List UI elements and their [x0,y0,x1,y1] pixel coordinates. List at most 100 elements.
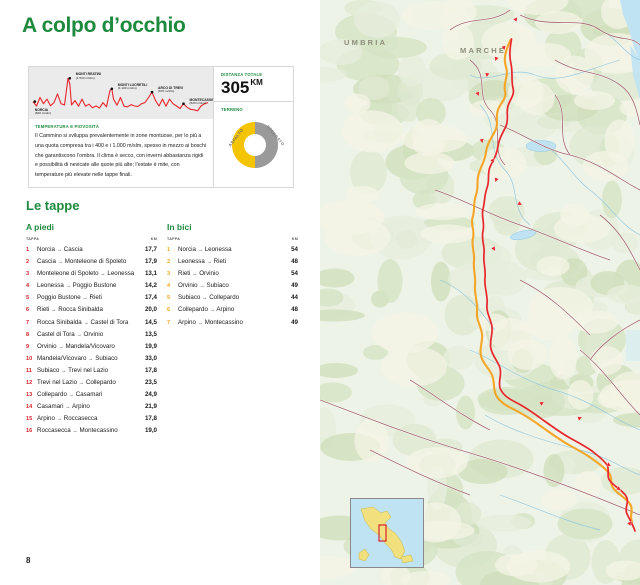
stage-route: Rocca Sinibalda → Castel di Tora [37,318,129,326]
stage-number: 9 [26,343,30,350]
stage-route: Collepardo → Arpino [178,306,235,314]
stage-row[interactable]: 16 Roccasecca → Montecassino 19,0 [26,425,157,437]
elevation-profile-chart: NORCIA (600 m/slm) MONTI REATINI (1.510 m/… [29,67,213,119]
stage-row[interactable]: 3 Rieti → Orvinio 54 [167,268,298,280]
stage-route: Leonessa → Rieti [178,258,227,266]
stage-route: Poggio Bustone → Rieti [37,294,102,302]
stage-km: 19,0 [144,427,157,435]
stage-row[interactable]: 8 Castel di Tora → Orvinio 13,5 [26,329,157,341]
stage-number: 6 [26,307,30,314]
stage-number: 14 [26,404,33,411]
stage-number: 7 [26,319,30,326]
stage-number: 11 [26,367,32,374]
arrow-icon: → [78,380,85,387]
temperature-section: TEMPERATURA E PIOVOSITÀ Il Cammino si sv… [29,119,213,187]
stage-row[interactable]: 2 Cascia → Monteleone di Spoleto 17,9 [26,256,157,268]
arrow-icon: → [57,259,64,266]
stage-column-in-bici: In bici TAPPA KM 1 Norcia → Leonessa 54 2 Leone… [167,222,298,438]
temperature-body: Il Cammino si sviluppa prevalentemente i… [35,133,207,179]
overview-card-left: NORCIA (600 m/slm) MONTI REATINI (1.510 m/… [29,67,214,187]
arrow-icon: → [72,428,78,435]
stage-row[interactable]: 14 Casamari → Arpino 21,9 [26,401,157,413]
stage-km: 13,5 [144,330,157,338]
overview-card: NORCIA (600 m/slm) MONTI REATINI (1.510 m/… [28,66,294,188]
header-km: KM [291,237,298,241]
stage-km: 13,1 [144,270,157,278]
stage-row[interactable]: 9 Orvinio → Mandela/Vicovaro 19,9 [26,341,157,353]
stage-km: 54 [291,246,298,253]
stage-row[interactable]: 7 Arpino → Montecassino 49 [167,317,298,329]
stage-km: 14,5 [144,318,157,326]
italy-inset-map [350,498,424,568]
stage-row[interactable]: 3 Monteleone di Spoleto → Leonessa 13,1 [26,268,157,280]
stage-route: Subiaco → Trevi nel Lazio [37,366,109,374]
stage-column-title: A piedi [26,222,55,232]
total-distance-heading: DISTANZA TOTALE [221,72,263,77]
terrain-heading: TERRENO [221,106,243,112]
total-distance-number: 305 [221,78,250,97]
arrow-icon: → [197,319,203,326]
stage-km: 54 [291,270,298,278]
stage-number: 6 [167,307,171,314]
stage-row[interactable]: 4 Orvinio → Subiaco 49 [167,280,298,292]
terrain-section: TERRENO ASFALTO STERRATO [214,102,293,182]
stage-km: 21,9 [144,403,157,411]
arrow-icon: → [202,295,208,302]
stage-row[interactable]: 13 Collepardo → Casamari 24,9 [26,389,157,401]
profile-annotation-monti-reatini: MONTI REATINI (1.510 m/slm) [75,72,101,80]
arrow-icon: → [83,319,89,326]
stage-row[interactable]: 1 Norcia → Cascia 17,7 [26,244,157,256]
stage-route: Orvinio → Subiaco [178,282,229,290]
stage-row[interactable]: 12 Trevi nel Lazio → Collepardo 23,5 [26,377,157,389]
stage-column-title: In bici [167,222,192,232]
stage-route: Leonessa → Poggio Bustone [37,282,117,290]
stage-km: 48 [291,306,298,314]
arrow-icon: → [192,271,198,278]
stage-km: 17,9 [144,258,157,266]
stage-route: Roccasecca → Montecassino [37,427,118,435]
stage-row[interactable]: 6 Collepardo → Arpino 48 [167,304,298,316]
stage-column-a-piedi: A piedi TAPPA KM 1 Norcia → Cascia 17,7 2 Casci… [26,222,157,438]
stage-row[interactable]: 15 Arpino → Roccasecca 17,8 [26,413,157,425]
arrow-icon: → [68,392,75,399]
stage-row[interactable]: 10 Mandela/Vicovaro → Subiaco 33,0 [26,353,157,365]
arrow-icon: → [197,247,203,253]
stage-row[interactable]: 11 Subiaco → Trevi nel Lazio 17,8 [26,365,157,377]
profile-annotation-norcia: NORCIA (600 m/slm) [34,107,52,115]
stage-number: 5 [167,295,171,302]
stage-number: 13 [26,392,33,399]
arrow-icon: → [206,259,212,266]
stage-row[interactable]: 6 Rieti → Rocca Sinibalda 20,0 [26,304,157,316]
stage-row[interactable]: 5 Poggio Bustone → Rieti 17,4 [26,292,157,304]
stage-row[interactable]: 2 Leonessa → Rieti 48 [167,256,298,268]
temperature-heading: TEMPERATURA E PIOVOSITÀ [35,124,100,129]
stage-row[interactable]: 7 Rocca Sinibalda → Castel di Tora 14,5 [26,317,157,329]
stage-km: 17,8 [144,415,157,423]
stage-number: 1 [167,247,171,253]
stage-route: Collepardo → Casamari [37,391,103,399]
arrow-icon: → [82,295,88,302]
stage-route: Cascia → Monteleone di Spoleto [37,258,127,266]
stage-km: 48 [291,258,298,266]
stage-route: Castel di Tora → Orvinio [37,330,104,338]
arrow-icon: → [100,271,106,278]
stage-number: 3 [26,271,30,278]
stage-km: 14,2 [144,282,157,290]
route-map[interactable]: UMBRIAMARCHEABRUZZOLAZIOASCOLIPICENOTERA… [320,0,640,585]
stage-route: Trevi nel Lazio → Collepardo [37,379,116,387]
stage-route: Orvinio → Mandela/Vicovaro [37,342,115,350]
stage-number: 8 [26,331,30,338]
stage-row[interactable]: 1 Norcia → Leonessa 54 [167,244,298,256]
stage-number: 1 [26,247,30,253]
stage-number: 7 [167,319,171,326]
stage-row[interactable]: 4 Leonessa → Poggio Bustone 14,2 [26,280,157,292]
stage-number: 4 [167,283,171,290]
arrow-icon: → [61,367,67,374]
page-number: 8 [26,556,31,565]
stage-number: 2 [26,259,30,266]
stage-table-header: TAPPA KM [167,237,298,244]
stage-row[interactable]: 5 Subiaco → Collepardo 44 [167,292,298,304]
stage-number: 3 [167,271,171,278]
stage-number: 5 [26,295,30,302]
